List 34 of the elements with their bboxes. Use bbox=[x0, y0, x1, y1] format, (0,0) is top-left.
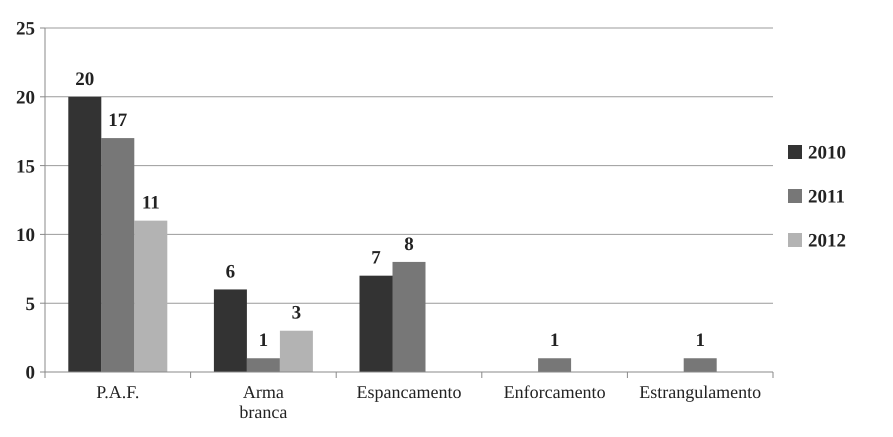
data-label: 8 bbox=[404, 234, 414, 255]
bar bbox=[280, 330, 313, 372]
data-label: 20 bbox=[75, 68, 94, 90]
x-tick-label: Estrangulamento bbox=[639, 382, 762, 402]
legend-label: 2011 bbox=[808, 186, 845, 208]
bar bbox=[684, 358, 717, 372]
data-label: 7 bbox=[371, 248, 382, 269]
x-tick-label: P.A.F. bbox=[96, 382, 140, 402]
y-tick-label: 20 bbox=[16, 87, 35, 108]
bar bbox=[68, 96, 102, 372]
bar bbox=[538, 358, 572, 372]
bar bbox=[246, 358, 280, 372]
legend-label: 2012 bbox=[808, 230, 846, 252]
x-tick-label: Arma branca bbox=[239, 382, 288, 422]
legend-label: 2010 bbox=[808, 142, 846, 164]
y-tick-label: 10 bbox=[16, 225, 35, 246]
bar bbox=[134, 220, 168, 372]
y-tick-label: 0 bbox=[26, 362, 35, 384]
data-label: 1 bbox=[258, 330, 268, 352]
y-tick-label: 5 bbox=[26, 294, 35, 315]
data-label: 1 bbox=[550, 330, 560, 352]
bar bbox=[392, 262, 426, 372]
x-tick-label: Espancamento bbox=[356, 382, 462, 402]
y-tick-label: 15 bbox=[16, 156, 35, 178]
data-label: 6 bbox=[226, 261, 236, 282]
data-label: 17 bbox=[108, 110, 128, 132]
data-label: 11 bbox=[142, 192, 160, 214]
x-tick-label: Enforcamento bbox=[504, 382, 606, 402]
y-tick-label: 25 bbox=[16, 18, 35, 40]
data-label: 3 bbox=[292, 302, 302, 324]
data-label: 1 bbox=[695, 330, 705, 352]
bar bbox=[214, 289, 247, 372]
bar bbox=[360, 276, 392, 372]
bar bbox=[101, 138, 134, 372]
